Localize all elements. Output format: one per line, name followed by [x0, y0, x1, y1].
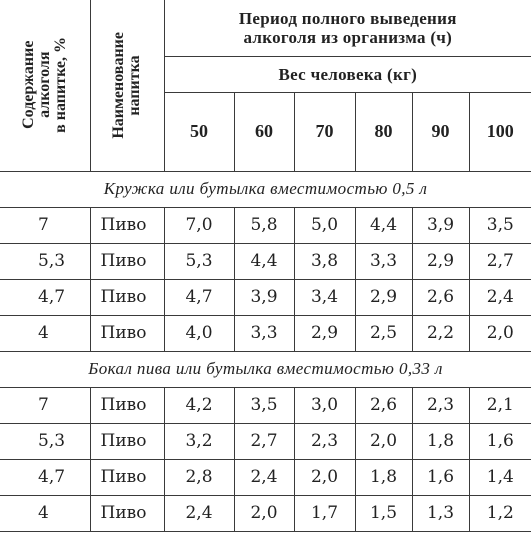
value-cell: 2,6 — [411, 278, 470, 316]
header-drink-name: Наименование напитка — [89, 0, 165, 172]
table-row: 4,7 Пиво 4,7 3,9 3,4 2,9 2,6 2,4 — [0, 278, 531, 316]
weight-col-100: 100 — [468, 91, 531, 172]
alcohol-cell: 5,3 — [0, 242, 91, 280]
weight-col-70: 70 — [293, 91, 356, 172]
value-cell: 1,5 — [354, 494, 413, 532]
drink-cell: Пиво — [89, 206, 165, 244]
table-row: 7 Пиво 7,0 5,8 5,0 4,4 3,9 3,5 — [0, 206, 531, 244]
value-cell: 2,0 — [233, 494, 295, 532]
weight-col-50: 50 — [164, 91, 235, 172]
value-cell: 2,2 — [411, 314, 470, 352]
value-cell: 3,9 — [411, 206, 470, 244]
alcohol-cell: 4,7 — [0, 458, 91, 496]
value-cell: 2,7 — [468, 242, 531, 280]
value-cell: 2,4 — [468, 278, 531, 316]
value-cell: 2,3 — [293, 422, 356, 460]
value-cell: 7,0 — [163, 206, 235, 244]
table-row: 5,3 Пиво 5,3 4,4 3,8 3,3 2,9 2,7 — [0, 242, 531, 280]
value-cell: 1,7 — [293, 494, 356, 532]
value-cell: 3,3 — [233, 314, 295, 352]
alcohol-cell: 7 — [0, 386, 91, 424]
alcohol-cell: 5,3 — [0, 422, 91, 460]
value-cell: 2,8 — [163, 458, 235, 496]
value-cell: 3,5 — [468, 206, 531, 244]
value-cell: 4,7 — [163, 278, 235, 316]
drink-cell: Пиво — [89, 278, 165, 316]
value-cell: 2,4 — [233, 458, 295, 496]
value-cell: 3,9 — [233, 278, 295, 316]
value-cell: 1,2 — [468, 494, 531, 532]
value-cell: 3,8 — [293, 242, 356, 280]
header-weight: Вес человека (кг) — [164, 55, 531, 93]
header-period: Период полного выведения алкоголя из орг… — [163, 0, 531, 57]
value-cell: 3,5 — [233, 386, 295, 424]
header-alcohol-content-label: Содержание алкоголя в напитке, % — [19, 37, 69, 134]
table-row: 4 Пиво 2,4 2,0 1,7 1,5 1,3 1,2 — [0, 494, 531, 532]
value-cell: 2,5 — [354, 314, 413, 352]
drink-cell: Пиво — [89, 458, 165, 496]
value-cell: 2,7 — [233, 422, 295, 460]
value-cell: 2,1 — [468, 386, 531, 424]
value-cell: 3,3 — [354, 242, 413, 280]
drink-cell: Пиво — [89, 494, 165, 532]
value-cell: 1,4 — [468, 458, 531, 496]
table-row: 4,7 Пиво 2,8 2,4 2,0 1,8 1,6 1,4 — [0, 458, 531, 496]
drink-cell: Пиво — [89, 422, 165, 460]
drink-cell: Пиво — [89, 242, 165, 280]
value-cell: 2,9 — [411, 242, 470, 280]
value-cell: 1,8 — [411, 422, 470, 460]
value-cell: 2,4 — [163, 494, 235, 532]
value-cell: 2,0 — [293, 458, 356, 496]
section-title: Бокал пива или бутылка вместимостью 0,33… — [0, 350, 531, 388]
value-cell: 2,9 — [293, 314, 356, 352]
table-row: 7 Пиво 4,2 3,5 3,0 2,6 2,3 2,1 — [0, 386, 531, 424]
value-cell: 2,3 — [411, 386, 470, 424]
value-cell: 3,2 — [163, 422, 235, 460]
value-cell: 3,0 — [293, 386, 356, 424]
weight-col-80: 80 — [354, 91, 413, 172]
value-cell: 4,2 — [163, 386, 235, 424]
value-cell: 3,4 — [293, 278, 356, 316]
value-cell: 2,9 — [354, 278, 413, 316]
alcohol-cell: 7 — [0, 206, 91, 244]
value-cell: 1,6 — [411, 458, 470, 496]
value-cell: 5,0 — [293, 206, 356, 244]
alcohol-cell: 4 — [0, 314, 91, 352]
value-cell: 4,4 — [354, 206, 413, 244]
weight-col-90: 90 — [411, 91, 470, 172]
value-cell: 1,8 — [354, 458, 413, 496]
value-cell: 2,0 — [354, 422, 413, 460]
header-period-label: Период полного выведения алкоголя из орг… — [238, 8, 457, 47]
value-cell: 1,3 — [411, 494, 470, 532]
value-cell: 5,8 — [233, 206, 295, 244]
table-row: 5,3 Пиво 3,2 2,7 2,3 2,0 1,8 1,6 — [0, 422, 531, 460]
drink-cell: Пиво — [89, 386, 165, 424]
value-cell: 4,4 — [233, 242, 295, 280]
header-alcohol-content: Содержание алкоголя в напитке, % — [0, 0, 91, 172]
section-title: Кружка или бутылка вместимостью 0,5 л — [0, 170, 531, 208]
header-drink-name-label: Наименование напитка — [110, 31, 143, 139]
value-cell: 2,6 — [354, 386, 413, 424]
value-cell: 2,0 — [468, 314, 531, 352]
table-row: 4 Пиво 4,0 3,3 2,9 2,5 2,2 2,0 — [0, 314, 531, 352]
value-cell: 1,6 — [468, 422, 531, 460]
alcohol-cell: 4,7 — [0, 278, 91, 316]
value-cell: 4,0 — [163, 314, 235, 352]
drink-cell: Пиво — [89, 314, 165, 352]
value-cell: 5,3 — [163, 242, 235, 280]
alcohol-cell: 4 — [0, 494, 91, 532]
weight-col-60: 60 — [233, 91, 295, 172]
